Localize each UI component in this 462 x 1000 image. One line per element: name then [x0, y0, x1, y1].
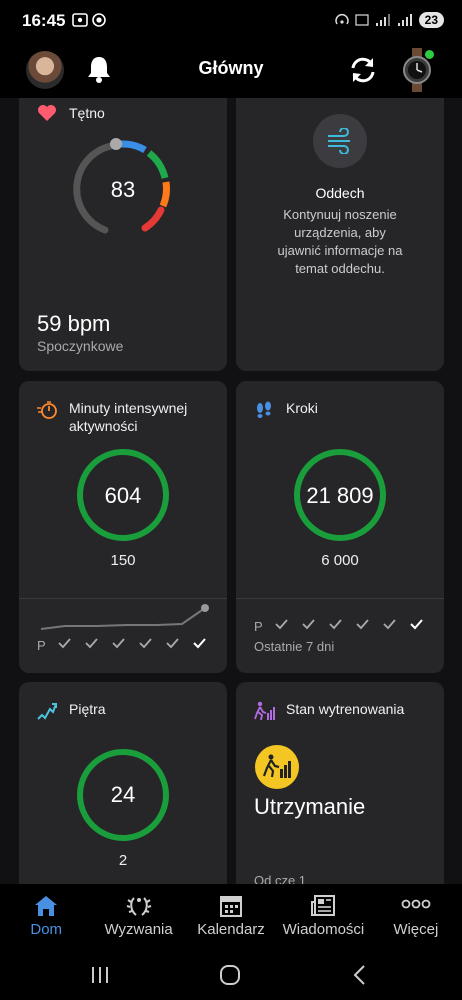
status-bar: 16:45 23 — [0, 0, 462, 42]
footsteps-icon — [257, 401, 271, 418]
dashboard: Tętno 83 59 bpm Spoczynkowe Oddech Konty… — [0, 98, 462, 884]
check-icon — [85, 638, 98, 649]
intensity-day-checks — [57, 636, 207, 650]
maintaining-badge-icon — [255, 745, 299, 789]
breathing-message: Kontynuuj noszenie urządzenia, aby ujawn… — [277, 207, 403, 276]
training-status-since: Od cze 1 — [254, 873, 307, 884]
divider — [236, 598, 444, 599]
calendar-icon — [220, 896, 243, 917]
steps-day-checks — [274, 617, 424, 631]
battery-indicator: 23 — [418, 12, 444, 28]
resting-heart-rate-label: Spoczynkowe — [37, 338, 124, 354]
steps-value: 21 809 — [306, 483, 374, 508]
bell-icon[interactable] — [84, 54, 114, 84]
5g-icon — [355, 14, 369, 26]
signal-2-icon — [397, 14, 412, 26]
steps-ring — [294, 449, 386, 541]
training-status-icon — [254, 701, 275, 721]
check-icon — [112, 638, 125, 649]
recent-apps-icon[interactable] — [90, 965, 110, 985]
heart-rate-gauge — [73, 138, 170, 234]
bottom-nav: Dom Wyzwania Kalendarz Wiadomości — [0, 884, 462, 950]
nav-home-label: Dom — [30, 921, 63, 938]
intensity-day-label: P — [37, 638, 46, 653]
nav-calendar[interactable]: Kalendarz — [185, 884, 277, 950]
nav-news[interactable]: Wiadomości — [277, 884, 369, 950]
signal-icon — [375, 14, 390, 26]
steps-day-label: P — [254, 619, 263, 634]
home-system-icon[interactable] — [219, 964, 241, 986]
nav-more[interactable]: Więcej — [370, 884, 462, 950]
breathing-title: Oddech — [315, 185, 365, 201]
intensity-trend-line — [40, 604, 209, 630]
status-time: 16:45 — [22, 11, 66, 30]
check-icon — [329, 619, 342, 630]
hotspot-icon — [334, 14, 349, 25]
stairs-icon — [37, 703, 57, 720]
news-icon — [311, 895, 336, 916]
wind-icon — [328, 128, 350, 154]
check-icon — [193, 638, 206, 649]
stopwatch-icon — [37, 401, 57, 419]
intensity-value: 604 — [104, 483, 142, 508]
steps-card[interactable]: Kroki 21 809 6 000 P Ostatnie 7 dni — [236, 381, 444, 673]
intensity-title-line1: Minuty intensywnej — [69, 400, 188, 416]
nav-more-label: Więcej — [393, 921, 439, 938]
check-icon — [383, 619, 396, 630]
breathing-icon-wrap — [313, 114, 367, 168]
training-status-title: Stan wytrenowania — [286, 701, 405, 717]
check-icon — [275, 619, 288, 630]
check-icon — [356, 619, 369, 630]
floors-value: 24 — [110, 782, 136, 807]
device-watch-icon[interactable] — [402, 48, 434, 92]
floors-card[interactable]: Piętra 24 2 — [19, 682, 227, 884]
screenshot-icon — [72, 13, 88, 27]
check-icon — [166, 638, 179, 649]
divider — [19, 598, 227, 599]
floors-ring — [77, 749, 169, 841]
heart-rate-card[interactable]: Tętno 83 59 bpm Spoczynkowe — [19, 98, 227, 371]
home-icon — [35, 896, 58, 916]
heart-icon — [38, 105, 56, 121]
nav-challenges-label: Wyzwania — [104, 921, 173, 938]
heart-rate-current: 83 — [110, 177, 136, 202]
check-icon — [410, 619, 423, 630]
steps-goal: 6 000 — [321, 552, 359, 569]
sync-icon[interactable] — [347, 54, 379, 86]
nav-news-label: Wiadomości — [282, 921, 365, 938]
system-nav-bar — [0, 950, 462, 1000]
floors-goal: 2 — [118, 852, 128, 869]
avatar[interactable] — [26, 51, 64, 89]
record-icon — [92, 13, 106, 27]
nav-challenges[interactable]: Wyzwania — [92, 884, 184, 950]
intensity-title: Minuty intensywnej aktywności — [69, 399, 187, 435]
intensity-title-line2: aktywności — [69, 418, 138, 434]
training-status-card[interactable]: Stan wytrenowania Utrzymanie Od cze 1 — [236, 682, 444, 884]
heart-rate-title: Tętno — [69, 105, 105, 121]
resting-heart-rate-value: 59 bpm — [37, 311, 111, 336]
device-connected-dot — [425, 50, 434, 59]
back-icon[interactable] — [350, 964, 370, 986]
steps-title: Kroki — [286, 400, 318, 416]
laurel-icon — [126, 897, 151, 916]
training-status-value: Utrzymanie — [254, 794, 366, 819]
check-icon — [58, 638, 71, 649]
steps-period: Ostatnie 7 dni — [254, 639, 335, 654]
app-header: Główny — [0, 42, 462, 98]
breathing-card[interactable]: Oddech Kontynuuj noszenie urządzenia, ab… — [236, 98, 444, 371]
status-notification-icons — [72, 13, 106, 27]
status-system-icons: 23 — [334, 12, 444, 28]
more-icon — [401, 899, 431, 909]
intensity-ring — [77, 449, 169, 541]
check-icon — [302, 619, 315, 630]
floors-title: Piętra — [69, 701, 106, 717]
nav-home[interactable]: Dom — [0, 884, 92, 950]
intensity-goal: 150 — [110, 552, 136, 569]
nav-calendar-label: Kalendarz — [197, 921, 265, 938]
page-title: Główny — [198, 58, 264, 78]
intensity-minutes-card[interactable]: Minuty intensywnej aktywności 604 150 P — [19, 381, 227, 673]
check-icon — [139, 638, 152, 649]
